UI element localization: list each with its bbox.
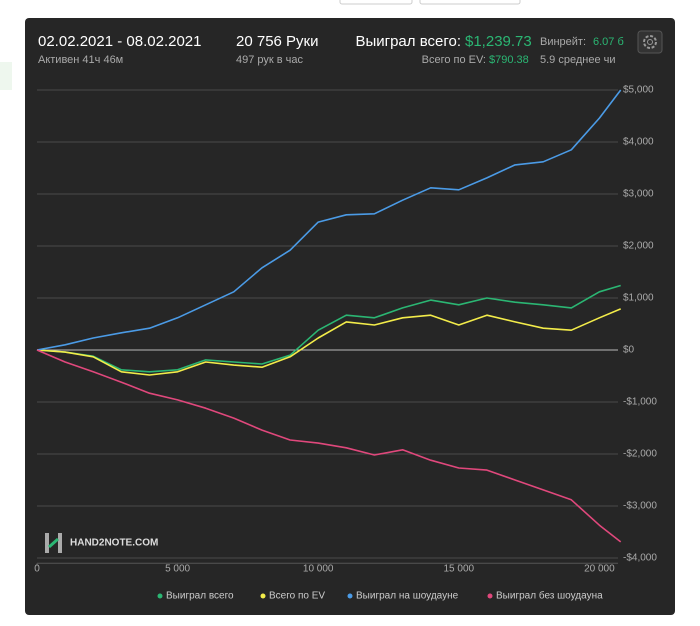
y-tick-label: $1,000 <box>623 293 654 304</box>
winrate-label: Винрейт: <box>540 36 586 48</box>
plot: -$4,000 -$3,000 -$2,000 -$1,000 $0 $1,000 $2,0… <box>34 85 657 602</box>
top-button[interactable] <box>419 0 521 5</box>
logo <box>45 533 62 553</box>
legend-marker <box>260 593 266 599</box>
panel <box>25 18 675 615</box>
watermark: HAND2NOTE.COM <box>70 538 158 549</box>
hands-per-hour: 497 рук в час <box>236 54 304 66</box>
legend-label: Выиграл на шоудауне <box>356 591 459 602</box>
won-label: Выиграл всего: <box>355 33 461 50</box>
legend-label: Выиграл всего <box>166 591 234 602</box>
header: 02.02.2021 - 08.02.2021 Активен 41ч 46м … <box>38 33 624 66</box>
ev-label: Всего по EV: <box>422 54 486 66</box>
ev-value: $790.38 <box>489 54 529 66</box>
legend-marker <box>157 593 163 599</box>
won-value: $1,239.73 <box>465 33 532 50</box>
series-line <box>36 349 622 543</box>
y-tick-label: $3,000 <box>623 189 654 200</box>
hands: 20 756 Руки <box>236 33 319 50</box>
x-tick-label: 10 000 <box>303 564 334 575</box>
winrate-value: 6.07 б <box>593 36 624 48</box>
y-tick-label: -$1,000 <box>623 397 657 408</box>
x-tick-label: 20 000 <box>584 564 615 575</box>
y-tick-label: -$2,000 <box>623 449 657 460</box>
series-line <box>36 284 621 373</box>
series-line <box>36 89 622 351</box>
active-time: Активен 41ч 46м <box>38 54 123 66</box>
legend-label: Выиграл без шоудауна <box>496 590 603 602</box>
legend-label: Всего по EV <box>269 591 325 602</box>
y-tick-label: $4,000 <box>623 137 654 148</box>
x-tick-label: 0 <box>34 564 40 575</box>
legend-marker <box>347 593 353 599</box>
x-tick-label: 5 000 <box>165 564 190 575</box>
series-line <box>36 308 622 376</box>
y-tick-label: $2,000 <box>623 241 654 252</box>
legend-marker <box>487 593 493 599</box>
y-tick-label: $5,000 <box>623 85 654 96</box>
side-strip <box>0 62 12 90</box>
settings-button[interactable] <box>637 30 663 54</box>
y-tick-label: -$4,000 <box>623 553 657 564</box>
x-tick-label: 15 000 <box>444 564 475 575</box>
y-tick-label: -$3,000 <box>623 501 657 512</box>
y-tick-label: $0 <box>623 345 635 356</box>
top-button[interactable] <box>339 0 413 5</box>
average: 5.9 среднее чи <box>540 54 616 66</box>
date-range: 02.02.2021 - 08.02.2021 <box>38 33 201 50</box>
